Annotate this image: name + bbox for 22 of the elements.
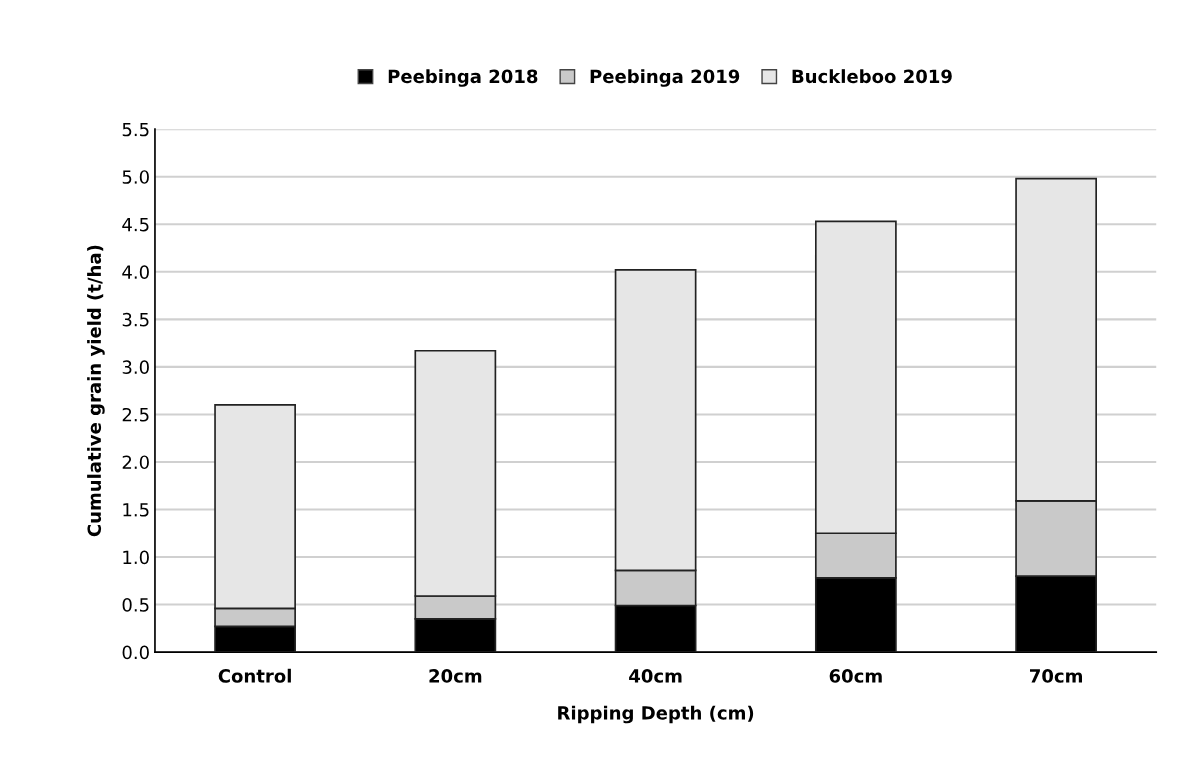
x-tick-label: 70cm	[1030, 669, 1083, 683]
y-tick-label: 0.5	[122, 598, 149, 612]
y-tick-label: 4.5	[122, 217, 149, 232]
x-axis-title: Ripping Depth (cm)	[558, 705, 754, 724]
y-tick-label: 1.0	[123, 550, 149, 565]
legend-label: Peebinga 2019	[590, 69, 740, 87]
y-tick-label: 2.0	[122, 455, 149, 470]
x-tick-label: 20cm	[429, 669, 482, 683]
legend-label: Buckleboo 2019	[792, 69, 952, 84]
x-tick-label: 60cm	[829, 669, 882, 683]
y-tick-label: 4.0	[122, 265, 149, 279]
legend-label: Peebinga 2018	[388, 69, 538, 87]
y-tick-label: 5.0	[122, 170, 149, 184]
x-tick-label: 40cm	[629, 669, 682, 683]
y-tick-label: 2.5	[122, 407, 149, 422]
y-tick-label: 0.0	[122, 645, 149, 660]
y-tick-label: 3.0	[122, 360, 149, 374]
y-tick-label: 5.5	[122, 122, 149, 137]
y-tick-label: 1.5	[123, 503, 149, 517]
x-tick-label: Control	[218, 668, 291, 683]
y-axis-title: Cumulative grain yield (t/ha)	[87, 245, 105, 537]
y-tick-label: 3.5	[122, 312, 149, 327]
